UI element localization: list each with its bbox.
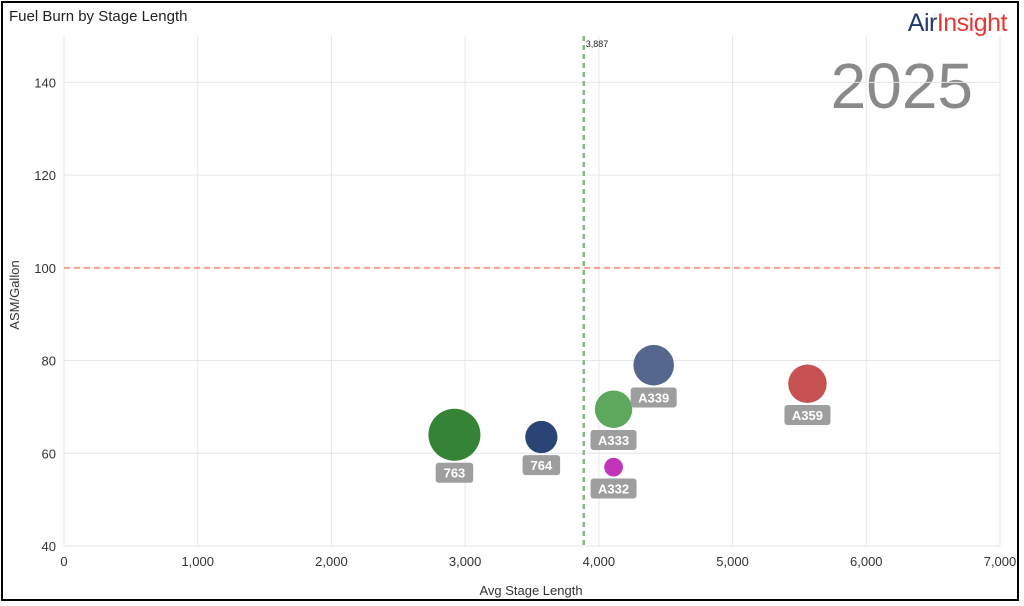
y-tick-label: 60 <box>42 446 56 461</box>
reference-line-label: 3,887 <box>586 39 609 49</box>
point-label-box <box>590 429 637 450</box>
y-tick-label: 120 <box>34 168 56 183</box>
year-label: 2025 <box>830 50 973 122</box>
x-tick-label: 3,000 <box>449 554 482 569</box>
point-label: A332 <box>598 482 629 497</box>
x-axis-label: Avg Stage Length <box>479 583 582 598</box>
tick-labels: 0 1,000 2,000 3,000 4,000 5,000 6,000 7,000 40 60… <box>34 75 1016 569</box>
y-tick-label: 100 <box>34 261 56 276</box>
x-tick-label: 2,000 <box>315 554 348 569</box>
point-label-box <box>590 478 637 499</box>
y-tick-label: 80 <box>42 354 56 369</box>
data-points: 763 764 A333 A332 A339 A359 <box>428 344 831 499</box>
data-point <box>594 390 633 428</box>
chart-title: Fuel Burn by Stage Length <box>9 8 188 25</box>
x-tick-label: 4,000 <box>583 554 616 569</box>
point-label: A339 <box>638 390 669 405</box>
data-point <box>525 420 558 454</box>
point-label: 763 <box>444 466 466 481</box>
y-tick-label: 140 <box>34 75 56 90</box>
data-point <box>604 457 623 477</box>
x-tick-label: 0 <box>60 554 67 569</box>
data-point <box>428 408 481 461</box>
point-label-box <box>435 462 474 483</box>
y-tick-label: 40 <box>42 539 56 554</box>
brand-logo-part1: Air <box>907 9 938 37</box>
point-label-box <box>784 404 831 425</box>
x-tick-label: 5,000 <box>716 554 749 569</box>
x-tick-label: 7,000 <box>984 554 1017 569</box>
brand-logo-part2: Insight <box>936 9 1008 37</box>
point-label: 764 <box>531 458 553 473</box>
data-point <box>788 364 827 403</box>
point-label: A359 <box>792 408 823 423</box>
brand-logo: AirInsight <box>907 9 1008 38</box>
point-label-box <box>630 387 677 408</box>
reference-lines: 3,887 <box>64 36 1000 546</box>
y-axis-label: ASM/Gallon <box>7 260 22 329</box>
data-point <box>633 344 674 386</box>
point-label-box <box>522 455 561 476</box>
x-tick-label: 1,000 <box>181 554 214 569</box>
x-tick-label: 6,000 <box>850 554 883 569</box>
point-label: A333 <box>598 433 629 448</box>
